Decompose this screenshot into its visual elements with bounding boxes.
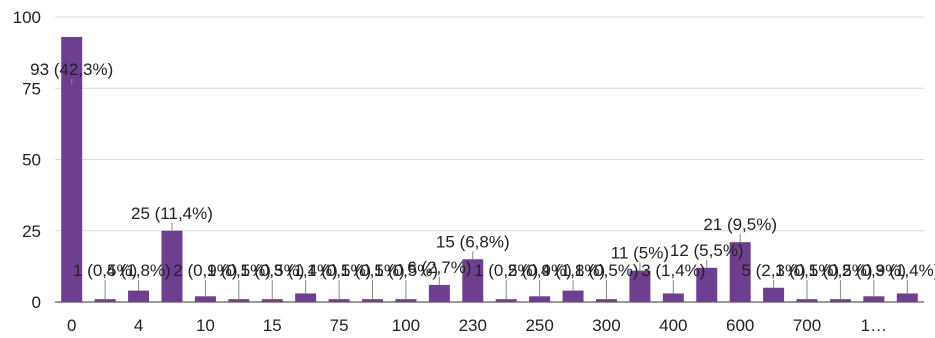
data-label: 21 (9,5%) xyxy=(703,215,777,234)
bar xyxy=(328,299,350,302)
x-tick-label: 700 xyxy=(793,316,821,335)
data-label: 3 (1,4%) xyxy=(875,261,935,280)
bar xyxy=(796,299,818,302)
x-tick-label: 4 xyxy=(134,316,143,335)
bar xyxy=(228,299,250,302)
x-tick-label: 15 xyxy=(263,316,282,335)
x-tick-label: 230 xyxy=(459,316,487,335)
data-label: 5 (2,3%) xyxy=(741,261,805,280)
bar xyxy=(395,299,417,302)
data-label: 3 (1,4%) xyxy=(274,261,338,280)
x-tick-label: 250 xyxy=(525,316,553,335)
bar xyxy=(729,242,751,302)
data-label: 4 (1,8%) xyxy=(106,261,170,280)
bar xyxy=(261,299,283,302)
bar xyxy=(829,299,851,302)
y-axis-ticks: 0 25 50 75 100 xyxy=(13,8,41,312)
x-tick-label: 0 xyxy=(67,316,76,335)
data-label: 6 (2,7%) xyxy=(407,258,471,277)
data-label: 2 (0,9%) xyxy=(173,261,237,280)
bar xyxy=(428,284,450,302)
bar xyxy=(595,299,617,302)
x-tick-label: 600 xyxy=(726,316,754,335)
bar xyxy=(896,293,918,302)
data-label: 3 (1,4%) xyxy=(641,261,705,280)
bar xyxy=(362,299,384,302)
data-label: 93 (42,3%) xyxy=(30,60,113,79)
bar xyxy=(662,293,684,302)
data-labels: 93 (42,3%)1 (0,5%)4 (1,8%)25 (11,4%)2 (0… xyxy=(30,60,935,300)
bars xyxy=(61,36,918,302)
data-label: 1 (0,5%) xyxy=(574,261,638,280)
bar xyxy=(763,287,785,302)
data-label: 2 (0,9%) xyxy=(842,261,906,280)
data-label: 25 (11,4%) xyxy=(131,204,213,223)
x-tick-label: 75 xyxy=(330,316,349,335)
data-label: 1 (0,5%) xyxy=(207,261,271,280)
data-label: 1 (0,5%) xyxy=(808,261,872,280)
data-label: 2 (0,9%) xyxy=(508,261,572,280)
bar xyxy=(529,296,551,302)
x-tick-label: 10 xyxy=(196,316,215,335)
bar xyxy=(562,290,584,302)
data-label: 1 (0,5%) xyxy=(374,261,438,280)
y-tick-label: 50 xyxy=(22,151,41,170)
y-tick-label: 75 xyxy=(22,79,41,98)
data-label: 4 (1,8%) xyxy=(541,261,605,280)
bar xyxy=(295,293,317,302)
bar xyxy=(61,36,83,302)
data-label: 1 (0,5%) xyxy=(340,261,404,280)
data-label: 1 (0,5%) xyxy=(775,261,839,280)
y-tick-label: 0 xyxy=(32,293,41,312)
x-axis-ticks: 0 4 10 15 75 100 230 250 300 400 600 700 1… xyxy=(67,316,887,335)
bar xyxy=(128,290,150,302)
bar xyxy=(194,296,216,302)
y-tick-label: 100 xyxy=(13,8,41,27)
x-tick-label: 100 xyxy=(392,316,420,335)
bar xyxy=(629,270,651,302)
gridlines xyxy=(55,16,924,303)
x-tick-label: 1… xyxy=(861,316,887,335)
x-tick-label: 400 xyxy=(659,316,687,335)
data-label: 1 (0,5%) xyxy=(307,261,371,280)
y-tick-label: 25 xyxy=(22,222,41,241)
data-label: 15 (6,8%) xyxy=(436,232,510,251)
bar xyxy=(161,230,183,302)
data-label: 1 (0,5%) xyxy=(474,261,538,280)
bar xyxy=(863,296,885,302)
data-label: 1 (0,5%) xyxy=(73,261,137,280)
data-label: 11 (5%) xyxy=(611,244,669,263)
bar xyxy=(495,299,517,302)
data-label: 1 (0,5%) xyxy=(240,261,304,280)
bar xyxy=(94,299,116,302)
data-label: 12 (5,5%) xyxy=(670,241,744,260)
x-tick-label: 300 xyxy=(592,316,620,335)
bar xyxy=(462,259,484,302)
bar xyxy=(696,267,718,302)
